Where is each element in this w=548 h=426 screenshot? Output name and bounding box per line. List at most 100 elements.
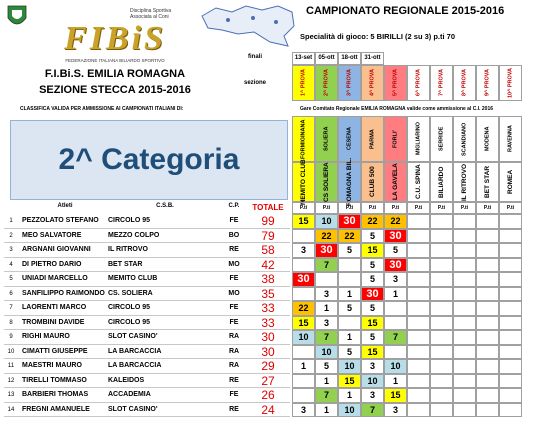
score xyxy=(338,315,361,330)
venue: MODENA xyxy=(476,116,499,162)
region-map xyxy=(201,5,295,47)
score xyxy=(453,330,476,345)
score xyxy=(407,344,430,359)
row-line xyxy=(4,314,290,316)
venue: SOLIERA xyxy=(315,116,338,162)
row-line xyxy=(4,227,290,229)
score xyxy=(407,315,430,330)
athlete: LAORENTI MARCO xyxy=(22,304,87,311)
score: 1 xyxy=(338,388,361,403)
points-label: P.ti xyxy=(453,202,476,214)
row-line xyxy=(4,242,290,243)
club-host: IL RITROVO xyxy=(453,162,476,202)
score: 10 xyxy=(338,359,361,374)
row-line xyxy=(4,387,290,388)
score xyxy=(499,214,522,229)
athlete: FREGNI AMANUELE xyxy=(22,405,90,413)
date: 05-ott xyxy=(315,52,338,65)
rank: 11 xyxy=(7,363,15,369)
score xyxy=(476,359,499,374)
club: CIRCOLO 95 xyxy=(108,304,151,311)
score: 30 xyxy=(315,243,338,258)
club-host: C.U. SPINA xyxy=(407,162,430,202)
total: 35 xyxy=(261,286,275,301)
round: 5^ PROVA xyxy=(384,65,407,101)
club-host: ROMAGNA BIL. xyxy=(338,158,361,206)
score xyxy=(453,344,476,359)
club: IL RITROVO xyxy=(108,246,148,253)
score: 3 xyxy=(315,286,338,301)
score: 10 xyxy=(361,373,384,388)
athlete: CIMATTI GIUSEPPE xyxy=(22,347,88,355)
athlete: MAESTRI MAURO xyxy=(22,362,82,369)
athlete: SANFILIPPO RAIMONDO xyxy=(22,289,105,297)
score xyxy=(453,243,476,258)
points-label: P.ti xyxy=(338,202,361,214)
venue: SERRIDE xyxy=(430,116,453,162)
total: 29 xyxy=(261,359,275,373)
round: 2^ PROVA xyxy=(315,65,338,101)
score xyxy=(430,373,453,388)
province: RA xyxy=(228,333,240,340)
venue: MIGLIARINO xyxy=(407,116,430,162)
score xyxy=(430,257,453,272)
club-host: LA GAVELA xyxy=(384,162,407,202)
score: 1 xyxy=(384,286,407,301)
score: 22 xyxy=(315,228,338,243)
venue: FORLI' xyxy=(384,116,407,162)
score: 15 xyxy=(292,214,315,229)
total: 30 xyxy=(261,330,275,344)
score: 5 xyxy=(361,272,384,287)
points-label: P.ti xyxy=(430,202,453,214)
athlete: ARGNANI GIOVANNI xyxy=(22,246,91,253)
round: 1^ PROVA xyxy=(292,65,315,101)
score: 5 xyxy=(338,301,361,316)
score xyxy=(453,402,476,417)
club-host: BET STAR xyxy=(476,162,499,202)
date: 31-ott xyxy=(361,52,384,65)
score: 3 xyxy=(384,272,407,287)
points-label: P.ti xyxy=(384,202,407,214)
row-line xyxy=(4,358,290,359)
coni: Disciplina Sportiva Associata al Coni xyxy=(130,8,172,20)
rank: 9 xyxy=(9,334,13,340)
athlete: BARBIERI THOMAS xyxy=(22,391,89,398)
venue: CESENA xyxy=(338,116,361,162)
province: MO xyxy=(228,260,240,268)
rank: 8 xyxy=(9,319,13,326)
score xyxy=(338,257,361,272)
score: 22 xyxy=(361,214,384,229)
score xyxy=(453,286,476,301)
total: 99 xyxy=(261,214,275,228)
club-host: CLUB 500 xyxy=(361,162,384,202)
score: 1 xyxy=(338,286,361,301)
score xyxy=(453,315,476,330)
total: 79 xyxy=(261,228,275,243)
province: RA xyxy=(228,347,240,355)
column-header: TOTALE xyxy=(252,203,284,212)
score: 10 xyxy=(315,214,338,229)
club-host: ROMEA xyxy=(499,162,522,202)
score xyxy=(407,257,430,272)
score xyxy=(499,388,522,403)
score: 7 xyxy=(315,257,338,272)
points-label: P.ti xyxy=(476,202,499,214)
row-line xyxy=(4,343,290,345)
club: LA BARCACCIA xyxy=(108,347,162,355)
province: RE xyxy=(229,376,239,384)
score xyxy=(453,301,476,316)
score xyxy=(292,373,315,388)
score xyxy=(430,228,453,243)
venue: FORMIGINANA xyxy=(292,116,315,162)
score xyxy=(476,315,499,330)
score xyxy=(499,272,522,287)
score xyxy=(430,388,453,403)
province: FE xyxy=(229,391,239,398)
total: 24 xyxy=(261,402,275,417)
score xyxy=(292,388,315,403)
score xyxy=(476,301,499,316)
score xyxy=(499,344,522,359)
score xyxy=(430,330,453,345)
specialty: Specialità di gioco: 5 BIRILLI (2 su 3) … xyxy=(300,32,456,41)
score: 22 xyxy=(384,214,407,229)
